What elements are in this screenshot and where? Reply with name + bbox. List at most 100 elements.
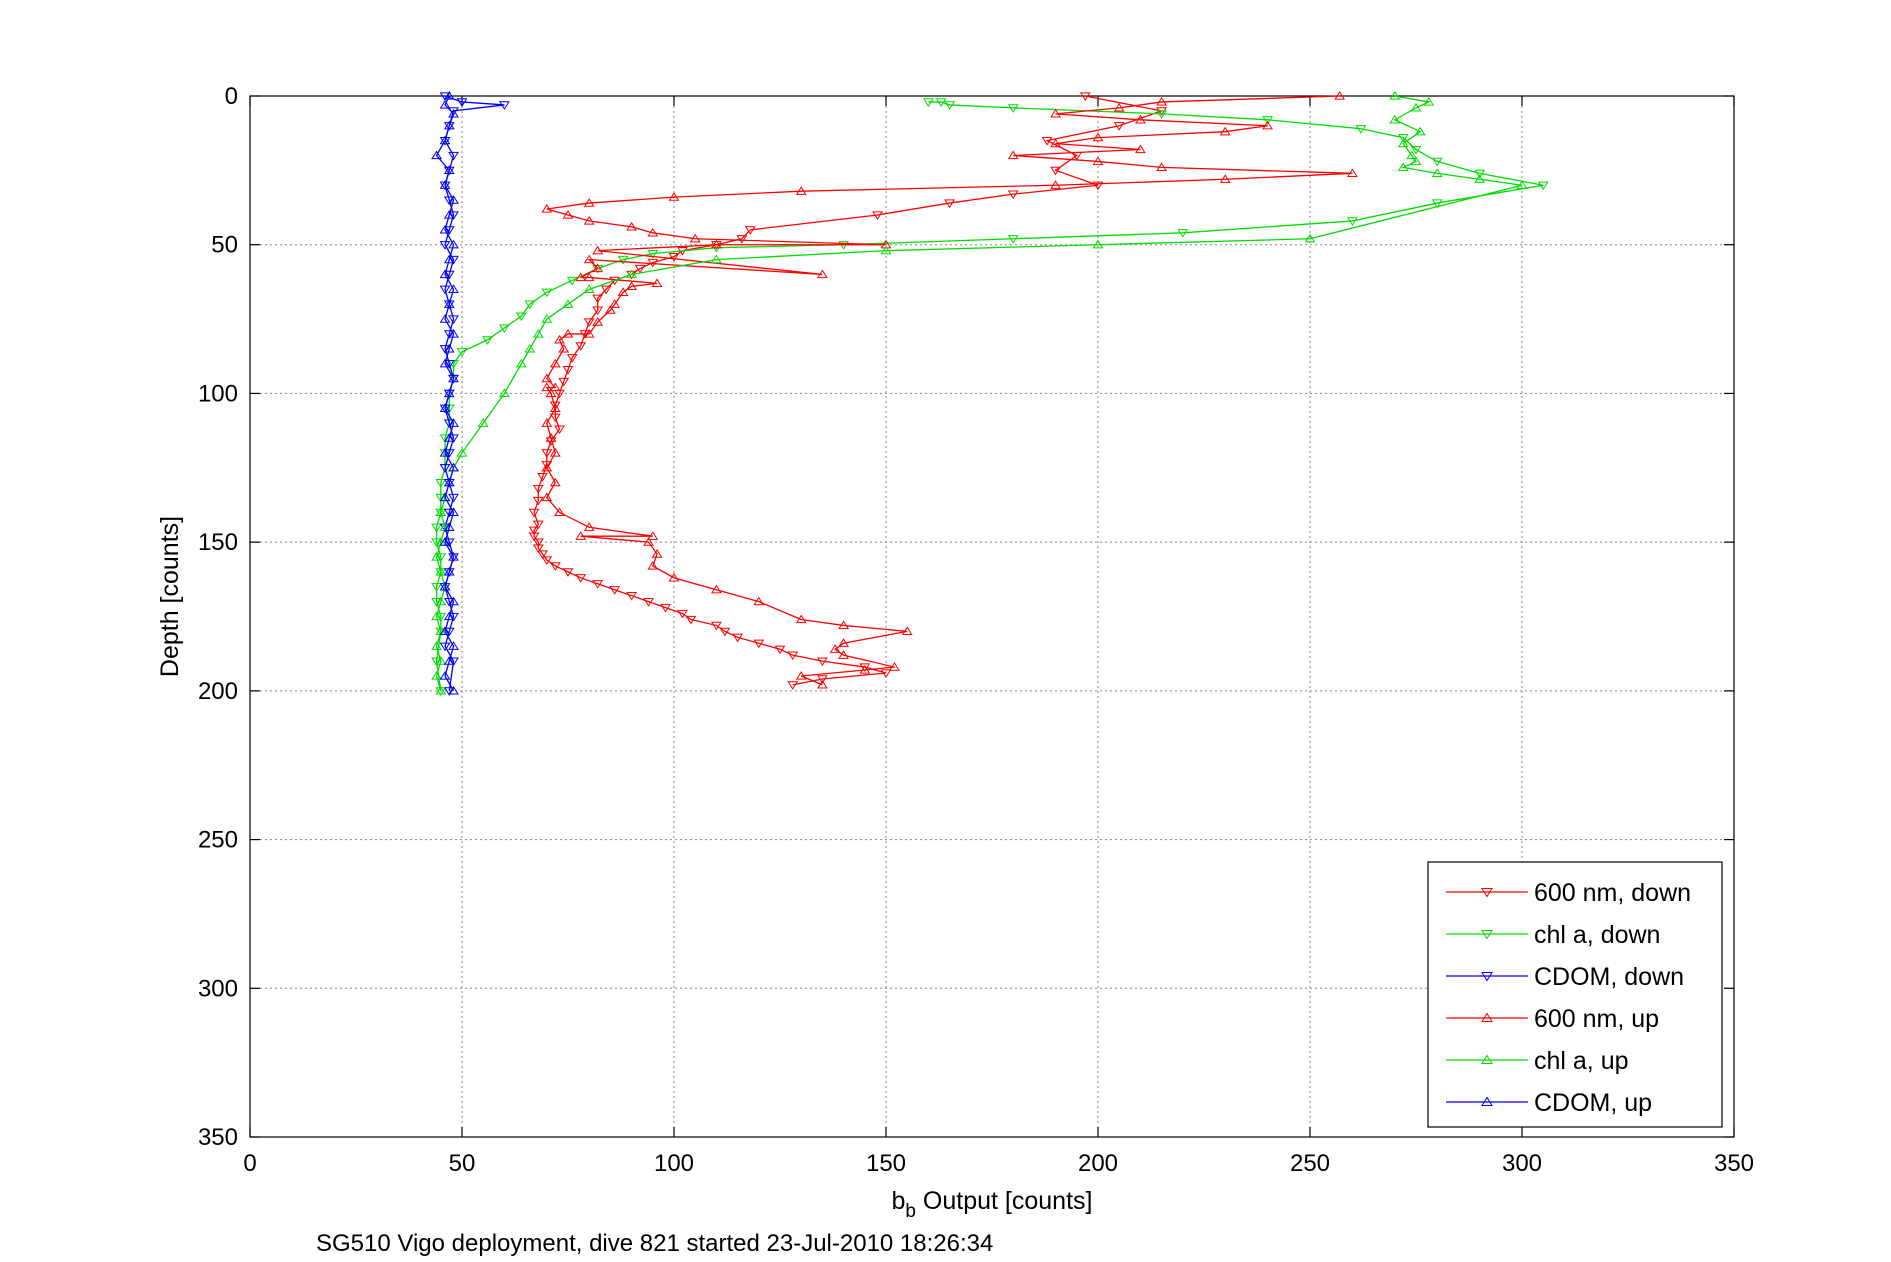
data-point: [689, 233, 701, 243]
data-point: [498, 388, 510, 398]
data-point: [944, 101, 956, 110]
data-point: [448, 462, 459, 472]
data-point: [435, 553, 447, 563]
data-point: [566, 354, 578, 363]
data-point: [1304, 233, 1316, 243]
data-point: [1474, 169, 1486, 179]
data-point: [647, 249, 659, 259]
data-point: [537, 473, 548, 482]
series-600-nm-down: [528, 92, 1168, 690]
data-point: [554, 507, 565, 517]
data-point: [541, 462, 553, 472]
data-point: [477, 418, 489, 427]
data-point: [1050, 166, 1062, 176]
data-point: [545, 433, 557, 442]
x-axis-label-main: b: [892, 1187, 906, 1215]
data-point: [651, 278, 663, 288]
x-axis-label-rest: Output [counts]: [916, 1187, 1093, 1215]
data-point: [1334, 91, 1346, 100]
data-point: [448, 596, 459, 606]
data-point: [541, 492, 553, 502]
data-point: [859, 665, 871, 674]
data-point: [562, 209, 574, 219]
data-point: [583, 272, 595, 282]
data-point: [660, 603, 671, 613]
data-point: [1113, 122, 1125, 131]
data-point: [609, 586, 621, 595]
data-point: [439, 180, 451, 189]
x-tick-label: 350: [1714, 1150, 1754, 1177]
legend-marker: [1481, 1096, 1493, 1106]
data-point: [583, 198, 595, 207]
data-point: [528, 508, 540, 518]
data-point: [944, 199, 956, 209]
data-point: [668, 572, 680, 582]
data-point: [592, 263, 604, 273]
data-point: [1397, 138, 1409, 148]
data-point: [439, 224, 451, 234]
data-point: [592, 317, 604, 326]
legend-entry: CDOM, up: [1446, 1089, 1652, 1117]
data-point: [1092, 239, 1104, 249]
data-point: [554, 334, 565, 344]
series-line: [435, 95, 1523, 692]
data-point: [1050, 108, 1062, 118]
data-point: [448, 255, 459, 265]
legend-entry: 600 nm, up: [1446, 1005, 1659, 1033]
data-point: [1262, 120, 1274, 130]
data-point: [532, 328, 544, 338]
data-point: [626, 269, 638, 279]
data-point: [448, 418, 459, 427]
data-point: [443, 388, 455, 398]
data-point: [838, 620, 850, 630]
data-point: [626, 281, 638, 291]
data-point: [1355, 125, 1367, 134]
data-point: [816, 269, 828, 279]
x-tick-label: 150: [866, 1150, 906, 1177]
data-point: [443, 226, 455, 235]
y-tick-label: 200: [198, 678, 238, 705]
legend-entry: chl a, down: [1446, 921, 1660, 949]
data-point: [816, 679, 828, 689]
data-point: [753, 639, 765, 649]
data-point: [443, 120, 455, 130]
data-point: [1346, 217, 1358, 226]
data-point: [435, 479, 447, 488]
data-point: [456, 348, 468, 357]
data-point: [719, 627, 731, 637]
data-point: [443, 477, 455, 487]
data-point: [562, 568, 574, 577]
data-point: [1414, 126, 1426, 136]
data-point: [439, 581, 451, 591]
data-point: [443, 538, 455, 548]
data-point: [439, 434, 451, 444]
data-point: [583, 522, 595, 531]
data-point: [439, 642, 451, 652]
y-tick-label: 150: [198, 529, 238, 556]
x-tick-label: 50: [449, 1150, 476, 1177]
data-point: [1397, 162, 1409, 172]
data-point: [443, 165, 455, 175]
data-point: [1007, 235, 1019, 244]
data-point: [575, 342, 587, 351]
x-axis-label-subscript: b: [905, 1201, 916, 1222]
data-point: [443, 656, 455, 665]
data-point: [431, 670, 442, 680]
data-point: [537, 550, 548, 560]
data-point: [443, 508, 455, 518]
data-point: [1410, 145, 1422, 155]
data-point: [443, 449, 455, 458]
data-point: [541, 314, 553, 323]
data-point: [562, 328, 574, 338]
data-point: [528, 532, 540, 542]
legend-marker: [1481, 972, 1493, 982]
legend-label: 600 nm, down: [1534, 879, 1691, 907]
data-point: [554, 425, 565, 435]
data-point: [583, 215, 595, 225]
data-point: [439, 269, 451, 279]
data-point: [643, 597, 654, 607]
data-point: [592, 306, 604, 316]
series-line: [533, 95, 1165, 686]
data-point: [880, 245, 892, 255]
